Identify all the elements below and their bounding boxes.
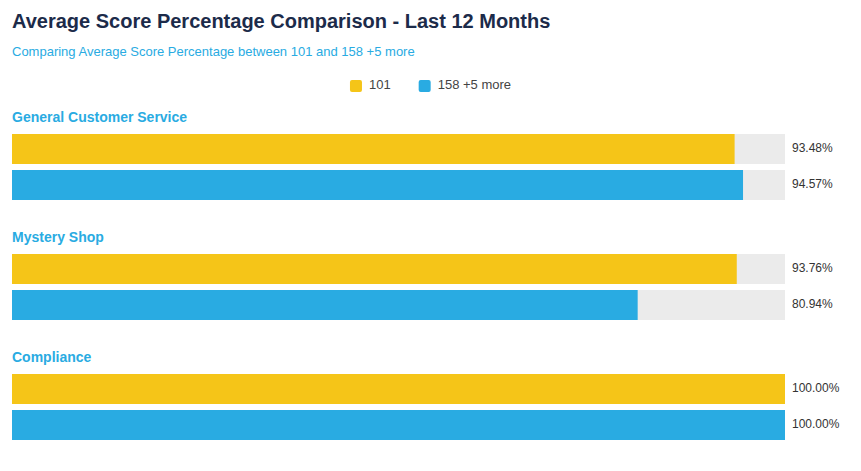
- bar-track: [12, 134, 785, 164]
- bar: [12, 170, 743, 200]
- data-label: 93.48%: [792, 141, 833, 155]
- legend-swatch: [350, 80, 362, 92]
- data-label: 100.00%: [792, 417, 840, 431]
- category-label: Compliance: [12, 349, 92, 365]
- bar-track: [12, 290, 785, 320]
- data-label: 93.76%: [792, 261, 833, 275]
- bars: [12, 134, 785, 440]
- background: [0, 0, 861, 471]
- title: Average Score Percentage Comparison - La…: [12, 10, 550, 32]
- bar: [12, 254, 737, 284]
- category-label: General Customer Service: [12, 109, 187, 125]
- legend-label: 158 +5 more: [438, 77, 511, 92]
- bar: [12, 374, 785, 404]
- bar: [12, 410, 785, 440]
- bar-track: [12, 254, 785, 284]
- data-label: 80.94%: [792, 297, 833, 311]
- bar: [12, 134, 735, 164]
- bar: [12, 290, 638, 320]
- subtitle: Comparing Average Score Percentage betwe…: [12, 44, 415, 59]
- bar-track: [12, 170, 785, 200]
- bar-track: [12, 374, 785, 404]
- legend-label: 101: [369, 77, 391, 92]
- legend-swatch: [419, 80, 431, 92]
- labels: General Customer Service 93.48% 94.57% Myst…: [12, 109, 840, 431]
- legend: 101 158 +5 more: [350, 77, 511, 92]
- chart: Average Score Percentage Comparison - La…: [0, 0, 861, 471]
- tracks: [12, 134, 785, 440]
- bar-track: [12, 410, 785, 440]
- data-label: 94.57%: [792, 177, 833, 191]
- category-label: Mystery Shop: [12, 229, 104, 245]
- data-label: 100.00%: [792, 381, 840, 395]
